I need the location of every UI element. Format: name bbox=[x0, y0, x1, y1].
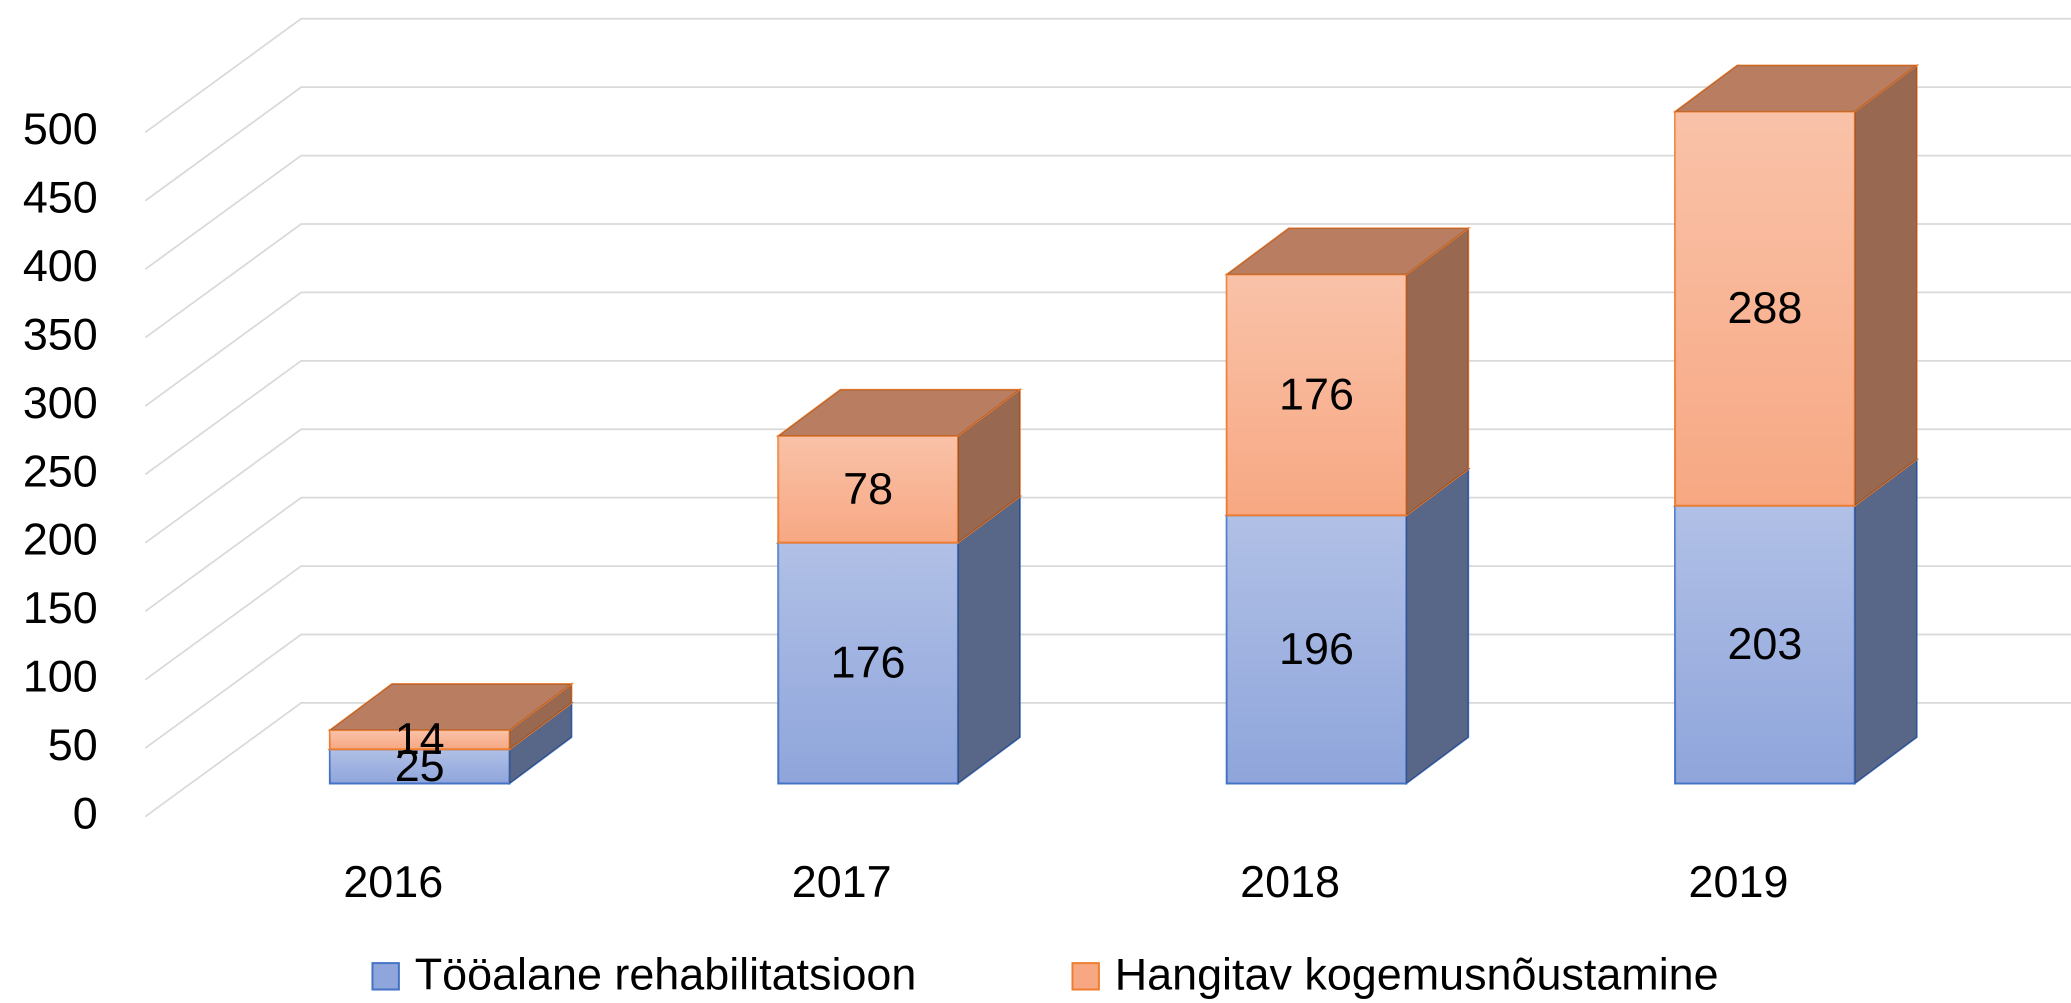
y-tick-label: 500 bbox=[23, 103, 98, 154]
data-label: 196 bbox=[1279, 623, 1354, 674]
bar-top-shade bbox=[778, 389, 1020, 436]
bar-side-shade bbox=[509, 703, 572, 784]
y-tick-label: 450 bbox=[23, 172, 98, 223]
grid-line bbox=[144, 565, 2071, 681]
bar-shine bbox=[778, 542, 958, 784]
x-tick-label: 2017 bbox=[792, 856, 892, 907]
bar-top bbox=[1672, 64, 1920, 113]
legend-label: Hangitav kogemusnõustamine bbox=[1115, 949, 1719, 1000]
bar-top-shade bbox=[1226, 228, 1469, 275]
data-label: 288 bbox=[1727, 282, 1802, 333]
grid-line bbox=[144, 17, 2071, 134]
bar-shine bbox=[778, 435, 958, 543]
y-tick-label: 150 bbox=[23, 582, 98, 633]
grid-line bbox=[144, 633, 2071, 749]
bar-top bbox=[775, 388, 1023, 437]
grid-line bbox=[144, 428, 2071, 544]
bar-top-shade bbox=[1675, 65, 1917, 112]
bar-shine bbox=[1226, 274, 1407, 516]
data-label: 25 bbox=[395, 740, 445, 791]
y-tick-label: 100 bbox=[23, 651, 98, 702]
y-tick-label: 50 bbox=[48, 719, 98, 770]
legend-label: Tööalane rehabilitatsioon bbox=[415, 949, 917, 1000]
grid-line bbox=[144, 86, 2071, 202]
bar-side-shade bbox=[1406, 469, 1469, 784]
y-tick-label: 300 bbox=[23, 377, 98, 428]
bar-shine bbox=[329, 730, 510, 750]
grid-line bbox=[144, 154, 2071, 270]
data-label: 176 bbox=[1279, 368, 1354, 419]
x-tick-label: 2016 bbox=[343, 856, 443, 907]
bar-side-shade bbox=[1854, 459, 1917, 784]
data-label: 203 bbox=[1727, 618, 1802, 669]
bar-segment bbox=[1224, 226, 1471, 517]
bar-side-shade bbox=[957, 389, 1020, 543]
bar-side-shade bbox=[509, 683, 572, 750]
bar-side-shade bbox=[1406, 228, 1469, 516]
bar-shine bbox=[1675, 111, 1855, 506]
bar-top bbox=[1224, 227, 1471, 276]
bar-segment bbox=[775, 388, 1023, 545]
bar-top-shade bbox=[329, 683, 572, 731]
data-label: 78 bbox=[843, 463, 893, 514]
y-tick-label: 0 bbox=[73, 787, 98, 838]
y-tick-label: 200 bbox=[23, 514, 98, 565]
grid-line bbox=[144, 496, 2071, 612]
data-label: 14 bbox=[395, 713, 445, 764]
bar-shine bbox=[1675, 505, 1855, 784]
grid-line bbox=[144, 223, 2071, 339]
data-label: 176 bbox=[831, 637, 906, 688]
legend-swatch bbox=[1071, 962, 1100, 991]
y-tick-label: 350 bbox=[23, 308, 98, 359]
bar-shine bbox=[1226, 515, 1407, 784]
bar-side-shade bbox=[1854, 65, 1917, 506]
x-tick-label: 2018 bbox=[1240, 856, 1340, 907]
grid-line bbox=[144, 359, 2071, 476]
bar-segment bbox=[327, 682, 574, 751]
bar-top bbox=[327, 683, 574, 731]
grid-line bbox=[144, 291, 2071, 407]
grid-line bbox=[144, 702, 2071, 818]
bar-side-shade bbox=[957, 496, 1020, 784]
y-tick-label: 400 bbox=[23, 240, 98, 291]
y-tick-label: 250 bbox=[23, 445, 98, 496]
x-tick-label: 2019 bbox=[1689, 856, 1789, 907]
legend-swatch bbox=[371, 962, 400, 991]
bar-segment bbox=[1672, 63, 1920, 508]
bar-shine bbox=[329, 749, 510, 784]
